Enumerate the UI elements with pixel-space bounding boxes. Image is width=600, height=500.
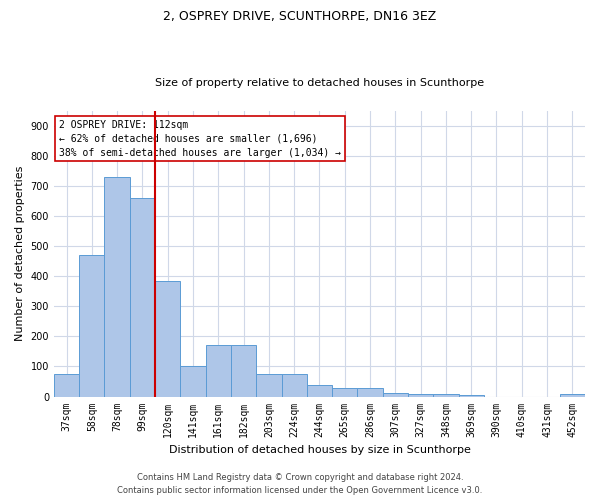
Bar bbox=[433, 394, 458, 396]
Bar bbox=[155, 281, 181, 396]
Bar bbox=[181, 366, 206, 396]
Bar bbox=[560, 394, 585, 396]
Y-axis label: Number of detached properties: Number of detached properties bbox=[15, 166, 25, 342]
Bar bbox=[79, 256, 104, 396]
Text: 2, OSPREY DRIVE, SCUNTHORPE, DN16 3EZ: 2, OSPREY DRIVE, SCUNTHORPE, DN16 3EZ bbox=[163, 10, 437, 23]
Bar bbox=[358, 388, 383, 396]
Bar bbox=[408, 394, 433, 396]
Bar bbox=[256, 374, 281, 396]
Bar bbox=[383, 393, 408, 396]
Bar bbox=[307, 384, 332, 396]
Bar bbox=[281, 374, 307, 396]
Bar bbox=[54, 374, 79, 396]
X-axis label: Distribution of detached houses by size in Scunthorpe: Distribution of detached houses by size … bbox=[169, 445, 470, 455]
Bar bbox=[332, 388, 358, 396]
Bar bbox=[458, 395, 484, 396]
Bar bbox=[104, 177, 130, 396]
Text: 2 OSPREY DRIVE: 112sqm
← 62% of detached houses are smaller (1,696)
38% of semi-: 2 OSPREY DRIVE: 112sqm ← 62% of detached… bbox=[59, 120, 341, 158]
Bar bbox=[231, 346, 256, 397]
Text: Contains HM Land Registry data © Crown copyright and database right 2024.
Contai: Contains HM Land Registry data © Crown c… bbox=[118, 474, 482, 495]
Bar bbox=[130, 198, 155, 396]
Title: Size of property relative to detached houses in Scunthorpe: Size of property relative to detached ho… bbox=[155, 78, 484, 88]
Bar bbox=[206, 346, 231, 397]
